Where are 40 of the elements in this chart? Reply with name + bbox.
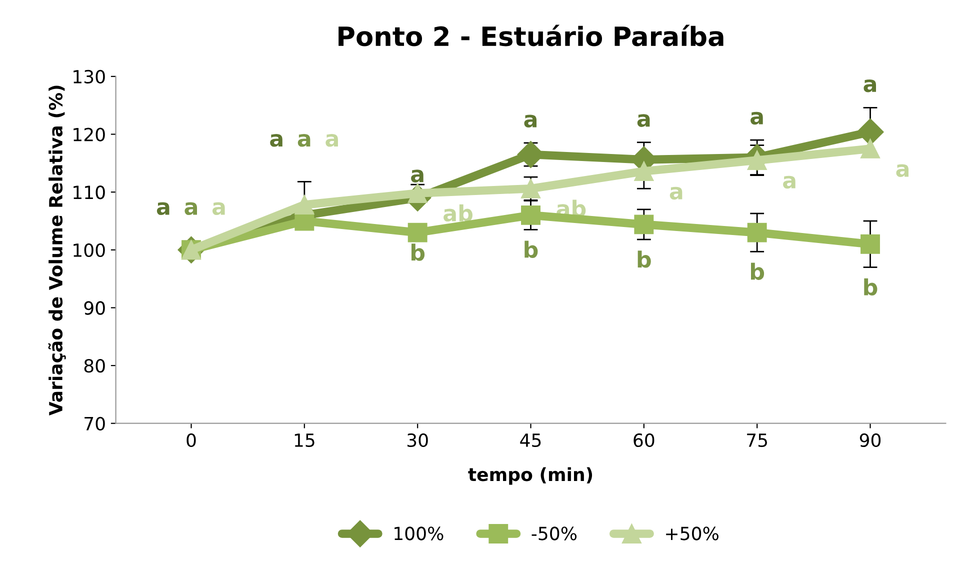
data-label: b xyxy=(864,278,878,296)
x-tick-label: 0 xyxy=(186,433,196,448)
data-label: a xyxy=(212,202,225,216)
data-label: b xyxy=(411,244,425,261)
data-label: b xyxy=(524,240,538,258)
data-label: a xyxy=(896,164,909,178)
data-label: b xyxy=(638,250,651,268)
chart-title: Ponto 2 - Estuário Paraíba xyxy=(338,24,724,46)
data-label: a xyxy=(670,186,682,200)
data-label: ab xyxy=(444,204,472,222)
x-tick-label: 15 xyxy=(294,434,314,448)
data-label: a xyxy=(156,202,170,216)
y-tick-label: 110 xyxy=(74,186,105,200)
y-tick-label: 70 xyxy=(84,416,105,430)
y-tick-label: 100 xyxy=(74,243,105,258)
data-label: a xyxy=(524,114,536,128)
legend-label: 100% xyxy=(394,526,444,540)
legend-label: -50% xyxy=(532,526,577,540)
data-label: a xyxy=(783,176,796,189)
x-axis-title: tempo (min) xyxy=(468,467,592,485)
y-tick-label: 130 xyxy=(74,70,105,84)
y-axis-title: Variação de Volume Relativa (%) xyxy=(48,86,66,416)
data-label: a xyxy=(326,134,338,147)
data-label: b xyxy=(751,262,764,280)
data-label: a xyxy=(750,112,763,125)
data-label: a xyxy=(184,202,197,216)
x-tick-label: 45 xyxy=(520,434,541,448)
x-tick-label: 60 xyxy=(634,433,654,448)
x-tick-label: 75 xyxy=(747,434,767,448)
x-tick-label: 30 xyxy=(407,433,428,448)
y-tick-label: 120 xyxy=(74,128,105,142)
data-label: a xyxy=(270,134,282,147)
data-label: a xyxy=(864,79,876,92)
legend-label: +50% xyxy=(666,526,718,540)
data-label: a xyxy=(411,170,424,182)
data-label: a xyxy=(298,134,310,147)
y-tick-label: 90 xyxy=(84,301,105,315)
y-tick-label: 80 xyxy=(84,359,105,373)
x-tick-label: 90 xyxy=(860,433,881,448)
data-label: a xyxy=(637,114,650,127)
